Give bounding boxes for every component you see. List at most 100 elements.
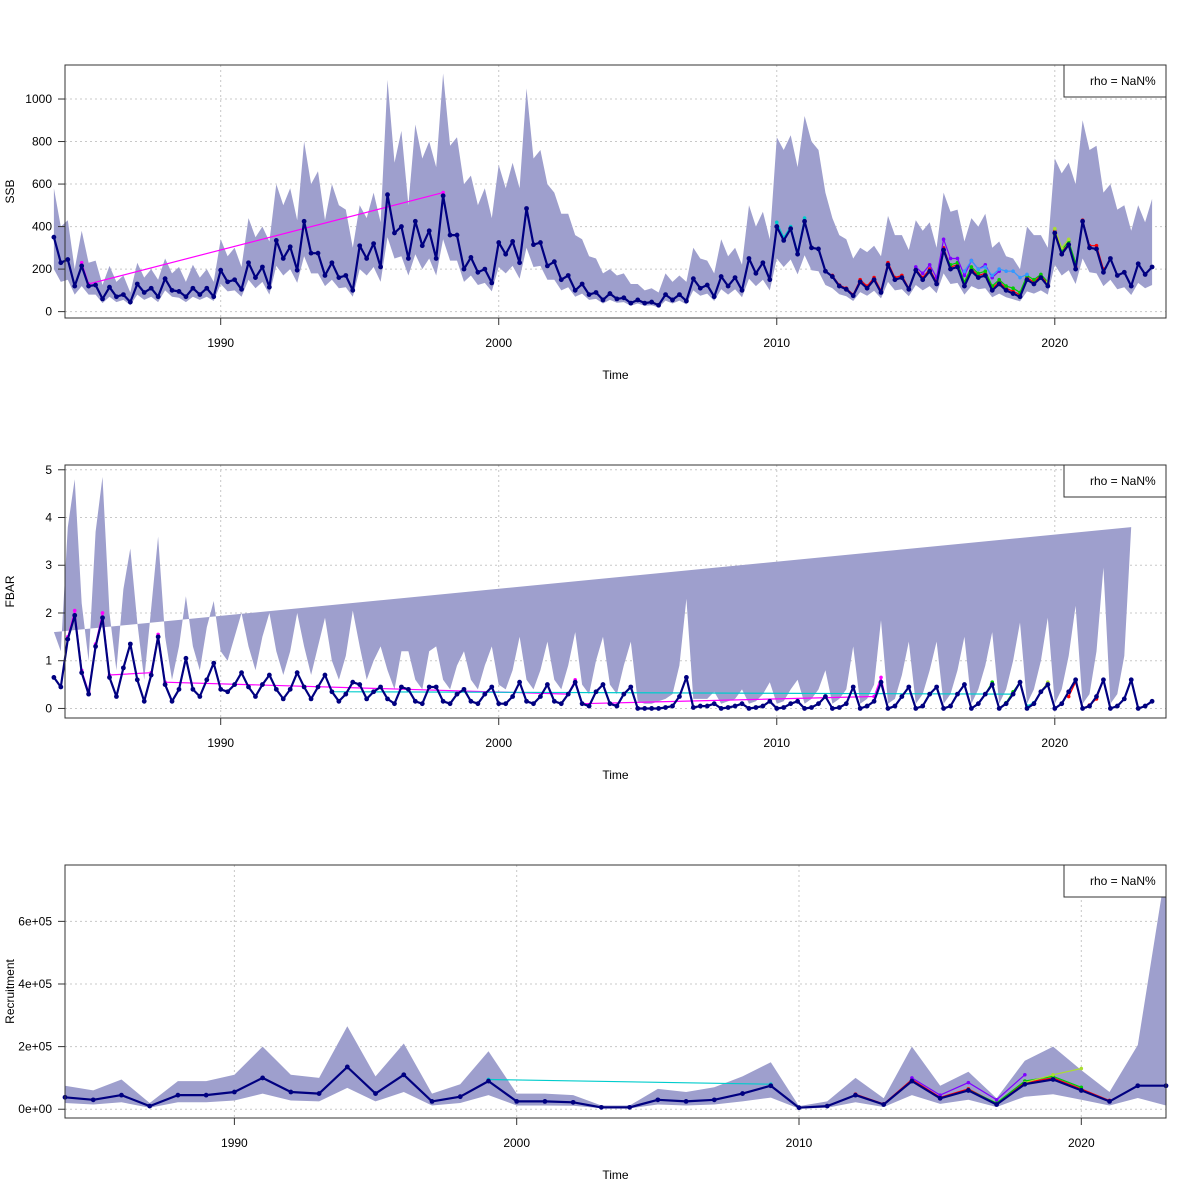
estimate-point <box>433 256 439 261</box>
estimate-point <box>885 262 891 268</box>
estimate-point <box>1121 696 1127 702</box>
estimate-point <box>169 698 175 704</box>
estimate-point <box>496 240 502 245</box>
estimate-point <box>288 1089 294 1095</box>
estimate-point <box>760 260 766 266</box>
plot-frame <box>64 864 1167 1119</box>
y-tick-label: 800 <box>32 135 52 149</box>
estimate-point <box>141 698 147 704</box>
retro-point <box>1066 694 1071 699</box>
y-tick-label: 5 <box>45 463 52 477</box>
estimate-point <box>1135 261 1141 267</box>
estimate-point <box>989 287 995 293</box>
estimate-point <box>996 706 1002 711</box>
estimate-point <box>1017 294 1023 300</box>
estimate-point <box>558 701 564 707</box>
estimate-point <box>524 206 529 211</box>
retro-point <box>983 265 988 269</box>
estimate-point <box>287 244 293 250</box>
estimate-point <box>1010 291 1016 296</box>
estimate-point <box>621 295 627 301</box>
estimate-point <box>426 228 432 234</box>
estimate-point <box>260 1075 266 1081</box>
estimate-point <box>510 239 516 244</box>
estimate-point <box>732 275 738 281</box>
estimate-point <box>927 268 933 274</box>
estimate-point <box>850 293 856 299</box>
legend-text: rho = NaN% <box>1090 474 1156 488</box>
estimate-point <box>343 273 349 278</box>
estimate-point <box>1059 701 1065 707</box>
estimate-point <box>503 701 509 707</box>
estimate-point <box>955 264 960 270</box>
estimate-point <box>948 266 953 272</box>
estimate-point <box>697 285 703 291</box>
estimate-point <box>962 283 967 289</box>
estimate-point <box>899 694 905 699</box>
y-tick-label: 0 <box>45 305 52 319</box>
x-axis-label: Time <box>602 768 629 782</box>
estimate-point <box>294 670 300 676</box>
estimate-point <box>809 245 814 251</box>
retro-point <box>1004 284 1008 288</box>
estimate-point <box>176 289 182 294</box>
estimate-point <box>175 1092 181 1098</box>
estimate-point <box>996 281 1002 287</box>
confidence-band <box>53 476 1132 704</box>
estimate-point <box>524 698 529 704</box>
estimate-point <box>134 281 140 287</box>
estimate-point <box>79 670 85 676</box>
estimate-point <box>795 698 801 704</box>
estimate-point <box>273 237 279 243</box>
estimate-point <box>955 691 960 697</box>
estimate-point <box>934 281 940 287</box>
estimate-point <box>517 260 522 266</box>
estimate-point <box>1142 703 1148 709</box>
estimate-point <box>600 297 606 303</box>
estimate-point <box>489 684 495 690</box>
estimate-point <box>183 294 189 300</box>
confidence-band <box>65 868 1166 1109</box>
estimate-point <box>982 273 988 278</box>
estimate-point <box>218 267 224 273</box>
retro-point <box>910 1076 914 1080</box>
estimate-point <box>732 703 738 709</box>
estimate-point <box>572 679 578 685</box>
x-tick-label: 2000 <box>503 1136 530 1150</box>
estimate-point <box>482 266 488 272</box>
estimate-point <box>176 686 182 692</box>
chart-panel-recruitment: 1990 2000 2010 2020 0e+00 2e+05 4e+05 6e+05 Time… <box>3 864 1169 1182</box>
estimate-point <box>975 701 981 707</box>
estimate-point <box>628 300 634 306</box>
retro-line-5 <box>488 1078 771 1085</box>
estimate-point <box>344 1064 350 1070</box>
estimate-point <box>975 275 981 281</box>
estimate-point <box>190 285 196 291</box>
estimate-point <box>871 698 877 704</box>
plot-frame <box>64 464 1167 719</box>
retro-point <box>983 269 988 274</box>
estimate-point <box>1080 706 1085 711</box>
estimate-point <box>697 703 703 709</box>
estimate-point <box>65 636 71 642</box>
estimate-point <box>468 255 474 260</box>
estimate-point <box>544 682 550 687</box>
estimate-point <box>232 277 237 283</box>
estimate-point <box>440 193 446 199</box>
estimate-point <box>774 224 780 229</box>
estimate-point <box>1022 1081 1028 1087</box>
estimate-point <box>225 279 231 285</box>
estimate-point <box>1066 689 1072 695</box>
estimate-point <box>642 300 648 306</box>
estimate-point <box>1045 682 1051 687</box>
estimate-point <box>517 679 522 685</box>
retro-point <box>1039 272 1043 277</box>
estimate-point <box>127 299 133 305</box>
legend-box <box>1063 464 1167 498</box>
estimate-point <box>767 698 773 704</box>
estimate-point <box>746 256 752 261</box>
estimate-point <box>1003 287 1009 293</box>
estimate-point <box>850 684 856 690</box>
estimate-point <box>385 192 390 198</box>
retro-point <box>1023 1072 1027 1077</box>
